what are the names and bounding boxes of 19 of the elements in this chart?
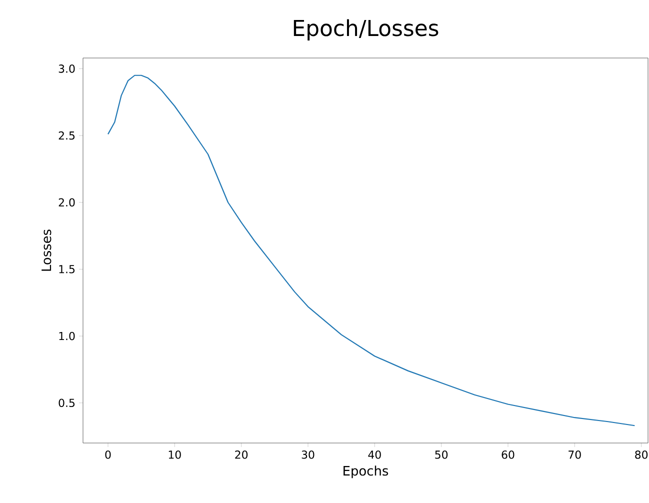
x-axis-title: Epochs — [344, 466, 388, 478]
line-series — [107, 74, 636, 426]
x-tick-label: 60 — [502, 450, 514, 459]
y-tick-label: 1.0 — [59, 332, 75, 340]
y-tick-label: 1.5 — [59, 265, 75, 274]
x-tick-label: 70 — [568, 450, 581, 459]
y-tick-label: 0.5 — [58, 398, 75, 408]
x-tick-label: 50 — [435, 450, 448, 459]
y-tick-label: 2.5 — [58, 131, 75, 140]
x-tick-label: 0 — [105, 450, 111, 459]
x-tick-label: 30 — [302, 450, 314, 459]
chart-title: Epoch/Losses — [294, 19, 438, 40]
x-tick-label: 80 — [635, 450, 648, 459]
y-tick-label: 2.0 — [58, 198, 75, 207]
y-axis-title: Losses — [42, 230, 52, 271]
y-tick-label: 3.0 — [58, 64, 75, 73]
x-tick-label: 10 — [168, 450, 181, 459]
x-tick-label: 40 — [368, 450, 381, 459]
x-tick-label: 20 — [235, 450, 248, 459]
